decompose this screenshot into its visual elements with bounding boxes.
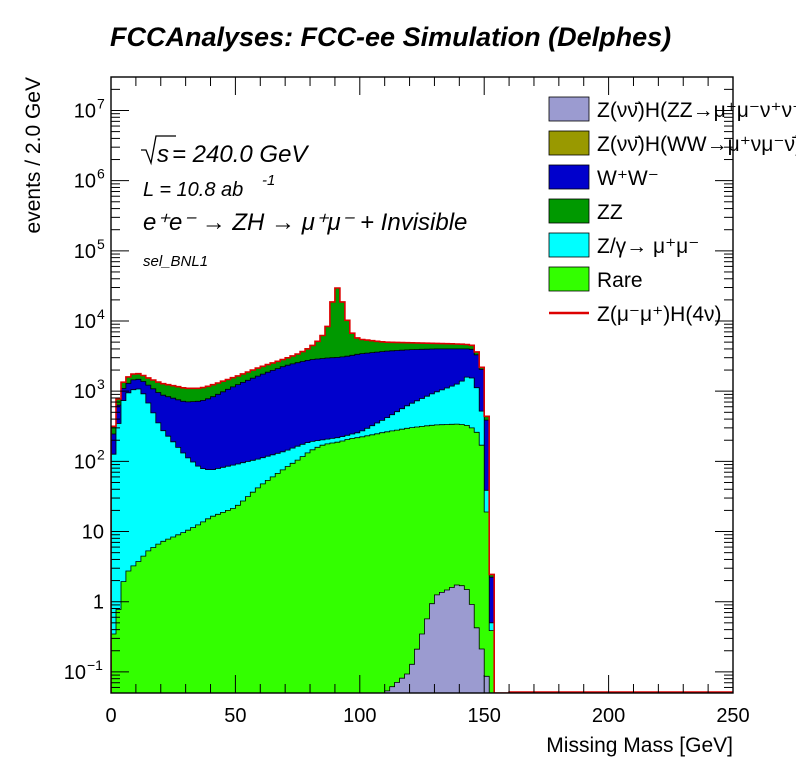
y-tick-label: 10 — [74, 381, 96, 403]
zh-signal-line — [111, 287, 733, 693]
x-tick-label: 200 — [592, 705, 625, 727]
chart-title: FCCAnalyses: FCC-ee Simulation (Delphes) — [110, 22, 671, 52]
y-axis-label: events / 2.0 GeV — [22, 77, 45, 233]
legend-label: W⁺W⁻ — [597, 167, 659, 190]
y-tick-label: 10 — [74, 100, 96, 122]
rare-area — [111, 423, 510, 693]
lumi-exponent: -1 — [262, 172, 275, 189]
x-tick-label: 150 — [468, 705, 501, 727]
legend-entry: W⁺W⁻ — [548, 164, 659, 190]
lumi-text: L = 10.8 ab — [143, 179, 243, 201]
energy-text: = 240.0 GeV — [172, 141, 309, 168]
y-tick-label: 10 — [74, 311, 96, 333]
y-tick-exponent: 3 — [97, 376, 105, 392]
legend-swatch — [548, 198, 590, 224]
x-tick-label: 250 — [716, 705, 749, 727]
annotation-lumi: L = 10.8 ab -1 — [143, 172, 275, 201]
x-tick-label: 0 — [105, 705, 116, 727]
legend-label: Z/γ→ μ⁺μ⁻ — [597, 235, 699, 258]
y-tick-exponent: 4 — [97, 306, 105, 322]
legend-label: Z(νν̄)H(ZZ→μ⁺μ⁻ν⁺ν⁻) — [597, 99, 796, 122]
legend-entry: Rare — [548, 266, 643, 292]
legend-label: Rare — [597, 269, 643, 292]
legend-entry: Z(νν̄)H(ZZ→μ⁺μ⁻ν⁺ν⁻) — [548, 96, 796, 122]
sqrt-s-text: s — [157, 141, 169, 168]
y-tick-label: 10 — [64, 662, 86, 684]
y-tick-label: 1 — [93, 592, 104, 614]
legend-swatch — [548, 266, 590, 292]
legend-label: ZZ — [597, 201, 623, 224]
legend-entry: Z(μ⁻μ⁺)H(4ν) — [549, 303, 722, 326]
y-tick-exponent: 5 — [97, 236, 105, 252]
annotation-process: e⁺e⁻ → ZH → μ⁺μ⁻ + Invisible — [143, 209, 467, 236]
annotation-selection: sel_BNL1 — [143, 253, 208, 270]
legend-swatch — [548, 232, 590, 258]
legend-entry: Z(νν̄)H(WW→μ⁺νμ⁻ν̄) — [548, 130, 796, 156]
x-axis-ticks: 0 50 100 150 200 250 — [105, 77, 750, 727]
legend: Z(νν̄)H(ZZ→μ⁺μ⁻ν⁺ν⁻) Z(νν̄)H(WW→μ⁺νμ⁻ν̄) W… — [548, 96, 796, 326]
legend-swatch — [548, 164, 590, 190]
legend-swatch — [548, 130, 590, 156]
y-tick-exponent: 7 — [97, 95, 105, 111]
sqrt-symbol — [141, 135, 176, 166]
y-tick-exponent: −1 — [87, 657, 103, 673]
plot-frame — [110, 76, 734, 694]
legend-swatch — [548, 96, 590, 122]
x-tick-label: 100 — [343, 705, 376, 727]
x-tick-label: 50 — [224, 705, 246, 727]
hzz-signal-area — [111, 584, 510, 693]
y-tick-label: 10 — [74, 171, 96, 193]
y-tick-exponent: 2 — [97, 446, 105, 462]
legend-entry: ZZ — [548, 198, 623, 224]
y-tick-label: 10 — [74, 241, 96, 263]
x-axis-label: Missing Mass [GeV] — [546, 734, 733, 757]
legend-entry: Z/γ→ μ⁺μ⁻ — [548, 232, 699, 258]
legend-label: Z(νν̄)H(WW→μ⁺νμ⁻ν̄) — [597, 133, 796, 156]
y-tick-label: 10 — [82, 522, 104, 544]
histogram-stack — [111, 287, 733, 693]
legend-label: Z(μ⁻μ⁺)H(4ν) — [597, 303, 722, 326]
annotation-energy: s = 240.0 GeV — [141, 135, 309, 168]
y-tick-label: 10 — [74, 451, 96, 473]
y-tick-exponent: 6 — [97, 166, 105, 182]
